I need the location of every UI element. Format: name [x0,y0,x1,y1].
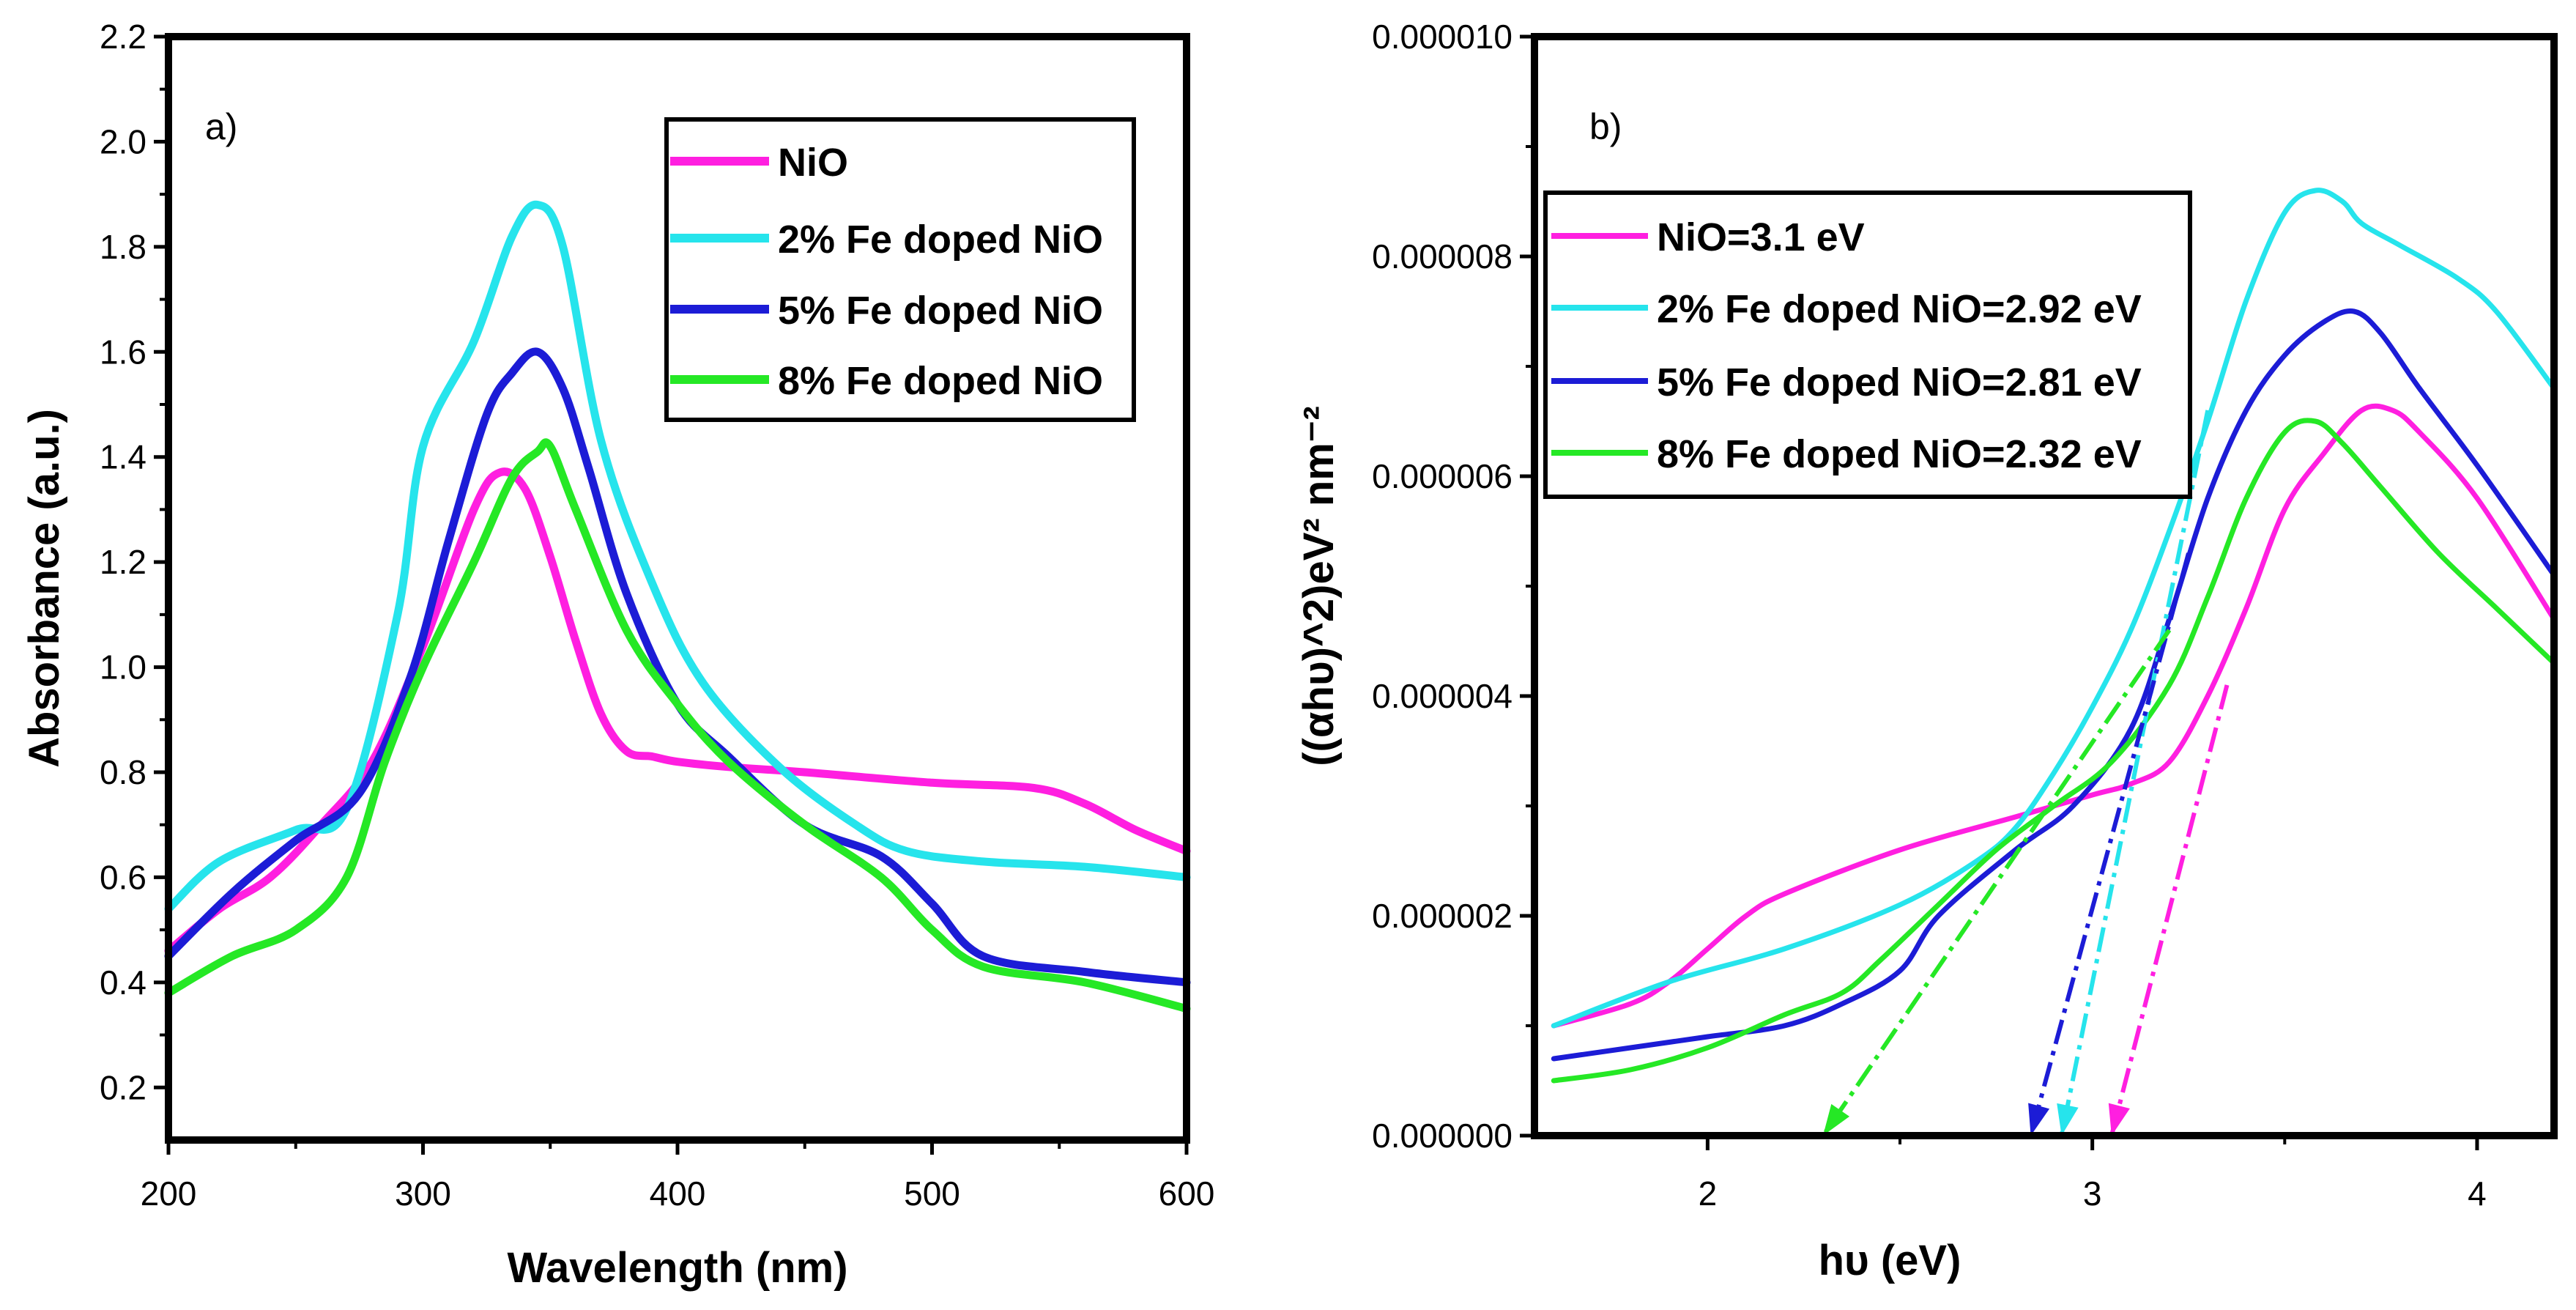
panel-a-x-tick-label: 300 [395,1174,451,1213]
panel-b-y-axis-title: ((αhυ)^2)eV² nm⁻² [1295,406,1343,766]
panel-a-x-tick-label: 600 [1159,1174,1215,1213]
panel-b-x-axis-title: hυ (eV) [1819,1237,1961,1284]
panel-a-legend: NiO 2% Fe doped NiO 5% Fe doped NiO 8% F… [664,117,1136,422]
panel-b-y-tick-label: 0.000002 [1372,897,1512,935]
panel-a-x-tick-label: 500 [904,1174,960,1213]
panel-b-tauc-chart: 2 3 4 0.000000 0.000002 0.000004 0.000006 0.000… [1295,18,2558,1284]
legend-b-label-2pct: 2% Fe doped NiO=2.92 eV [1657,287,2142,331]
panel-b-series-line-0 [1551,403,2557,1029]
panel-b-legend: NiO=3.1 eV 2% Fe doped NiO=2.92 eV 5% Fe… [1543,190,2192,499]
panel-a-x-tick-label: 400 [650,1174,706,1213]
panel-a-y-tick-label: 0.2 [100,1068,146,1106]
legend-a-label-2pct: 2% Fe doped NiO [778,218,1103,262]
panel-a-y-axis-title: Absorbance (a.u.) [21,409,68,768]
panel-b-series-line-1 [1551,188,2557,1029]
legend-b-label-nio: NiO=3.1 eV [1657,215,1865,259]
legend-b-label-5pct: 5% Fe doped NiO=2.81 eV [1657,360,2142,404]
panel-a-y-tick-label: 2.0 [100,122,146,160]
legend-a-label-5pct: 5% Fe doped NiO [778,289,1103,333]
panel-b-y-tick-label: 0.000004 [1372,677,1512,715]
panel-a-y-tick-label: 2.2 [100,18,146,56]
panel-a-series-line-1 [164,200,1191,913]
panel-b-y-tick-label: 0.000008 [1372,237,1512,275]
panel-b-series-line-2 [1551,308,2557,1062]
panel-b-tangent-arrowhead-3 [1822,1103,1850,1136]
panel-b-ticks: 2 3 4 0.000000 0.000002 0.000004 0.000006 0.000… [1372,18,2487,1213]
panel-a-series-group [164,200,1191,1013]
panel-a-label: a) [205,106,237,147]
panel-b-tangent-lines [1821,410,2230,1137]
panel-a-y-tick-label: 1.4 [100,438,146,476]
panel-b-tangent-arrowhead-2 [2028,1103,2050,1136]
panel-a-y-tick-label: 1.8 [100,228,146,266]
panel-a-y-tick-label: 0.4 [100,963,146,1002]
panel-b-series-line-3 [1551,418,2557,1084]
panel-b-tangent-line-2 [2028,552,2191,1136]
panel-a-legend-box [664,117,1136,422]
panel-a-series-line-0 [164,467,1191,955]
panel-a-ticks: 200 300 400 500 600 0.2 0.4 0.6 0.8 1.0 1.2 1.4 1.6 1… [100,18,1214,1213]
panel-b-tangent-line-3 [1821,629,2172,1137]
panel-a-x-tick-label: 200 [141,1174,197,1213]
panel-a-y-tick-label: 0.8 [100,753,146,791]
legend-b-label-8pct: 8% Fe doped NiO=2.32 eV [1657,432,2142,476]
panel-b-label: b) [1589,106,1622,147]
panel-a-y-tick-label: 0.6 [100,858,146,896]
panel-b-y-tick-label: 0.000010 [1372,18,1512,56]
panel-a-y-tick-label: 1.2 [100,543,146,581]
panel-b-x-tick-label: 3 [2083,1174,2102,1213]
panel-a-absorbance-chart: 200 300 400 500 600 0.2 0.4 0.6 0.8 1.0 1.2 1.4 1.6 1… [21,18,1214,1292]
panel-a-y-tick-label: 1.6 [100,333,146,371]
panel-b-tangent-arrowhead-0 [2108,1103,2130,1136]
panel-b-x-tick-label: 4 [2468,1174,2487,1213]
panel-a-series-line-2 [164,347,1191,987]
panel-a-series-line-3 [164,438,1191,1013]
panel-b-y-tick-label: 0.000000 [1372,1117,1512,1155]
legend-a-label-nio: NiO [778,141,848,185]
panel-b-tangent-line-0 [2109,684,2230,1136]
legend-a-label-8pct: 8% Fe doped NiO [778,359,1103,403]
panel-a-y-tick-label: 1.0 [100,648,146,687]
panel-b-y-tick-label: 0.000006 [1372,457,1512,495]
panel-b-tangent-line-1 [2059,410,2211,1136]
panel-b-tangent-arrowhead-1 [2057,1103,2079,1136]
panel-a-x-axis-title: Wavelength (nm) [507,1244,847,1292]
panel-b-x-tick-label: 2 [1699,1174,1718,1213]
panel-b-legend-box [1543,190,2192,499]
